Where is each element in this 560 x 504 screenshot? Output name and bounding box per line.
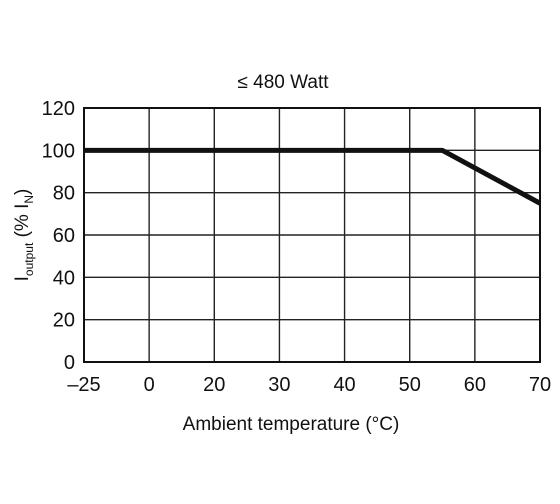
x-tick-label-5: 50 [399,374,421,396]
x-tick-label-0: –25 [67,374,100,396]
x-tick-label-4: 40 [333,374,355,396]
x-tick-label-7: 70 [529,374,551,396]
grid-lines [83,107,541,363]
x-axis-label: Ambient temperature (°C) [183,414,400,435]
y-axis-label-end: ) [12,189,33,195]
x-tick-label-3: 30 [268,374,290,396]
x-tick-label-2: 20 [203,374,225,396]
plot-frame [83,107,541,363]
y-axis-label-main: I [12,276,33,281]
y-axis-label-sub2: N [22,195,36,204]
x-tick-label-1: 0 [144,374,155,396]
y-tick-label-4: 80 [53,183,75,205]
y-tick-label-0: 0 [64,352,75,374]
series-line-0 [84,147,542,206]
series-layer [84,147,542,206]
y-axis-label: Ioutput (% IN) [12,189,36,282]
y-tick-label-3: 60 [53,225,75,247]
chart-title: ≤ 480 Watt [237,72,329,93]
y-axis-label-mid: (% I [12,204,33,243]
y-tick-label-5: 100 [42,140,75,162]
y-tick-label-2: 40 [53,267,75,289]
y-axis-label-sub1: output [22,242,36,276]
y-tick-label-1: 20 [53,310,75,332]
x-tick-label-6: 60 [464,374,486,396]
y-tick-label-6: 120 [42,98,75,120]
y-tick-labels: 0 20 40 60 80 100 120 [42,98,75,374]
x-tick-labels: –25 0 20 30 40 50 60 70 [67,374,551,396]
